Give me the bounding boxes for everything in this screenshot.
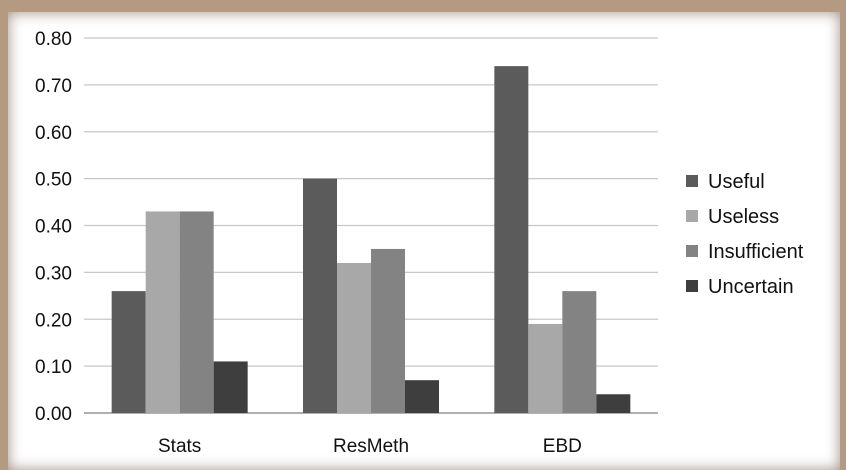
y-tick-label: 0.60 <box>35 123 72 144</box>
y-axis: 0.00 0.10 0.20 0.30 0.40 0.50 0.60 0.70 0.80 <box>35 29 72 425</box>
bar-useless-resmeth <box>337 263 371 413</box>
legend-label: Useful <box>708 171 765 193</box>
y-tick-label: 0.10 <box>35 357 72 378</box>
bar-insufficient-stats <box>179 211 214 413</box>
legend-swatch-useful <box>686 175 698 187</box>
y-tick-label: 0.40 <box>35 217 72 238</box>
y-tick-label: 0.30 <box>35 263 72 284</box>
legend-swatch-insufficient <box>686 245 698 257</box>
bar-insufficient-resmeth <box>371 248 405 413</box>
bar-useful-ebd <box>494 66 529 413</box>
bar-useless-stats <box>145 211 180 413</box>
bar-useful-resmeth <box>303 178 337 413</box>
y-tick-label: 0.00 <box>35 404 72 425</box>
x-axis: Stats ResMeth EBD <box>158 436 582 457</box>
legend: Useful Useless Insufficient Uncertain <box>686 171 804 298</box>
y-tick-label: 0.80 <box>35 29 72 50</box>
legend-label: Useless <box>708 206 779 228</box>
bar-uncertain-stats <box>213 361 248 413</box>
y-tick-label: 0.50 <box>35 170 72 191</box>
legend-label: Insufficient <box>708 241 804 263</box>
bar-insufficient-ebd <box>562 291 597 413</box>
legend-swatch-useless <box>686 210 698 222</box>
bar-uncertain-ebd <box>596 394 631 413</box>
y-tick-label: 0.70 <box>35 76 72 97</box>
legend-swatch-uncertain <box>686 280 698 292</box>
x-tick-label: EBD <box>543 436 582 457</box>
bar-useless-ebd <box>528 323 563 413</box>
legend-label: Uncertain <box>708 276 794 298</box>
bar-useful-stats <box>111 291 146 413</box>
x-tick-label: ResMeth <box>333 436 409 457</box>
bars <box>111 66 631 413</box>
x-tick-label: Stats <box>158 436 201 457</box>
y-tick-label: 0.20 <box>35 310 72 331</box>
bar-uncertain-resmeth <box>405 380 439 413</box>
